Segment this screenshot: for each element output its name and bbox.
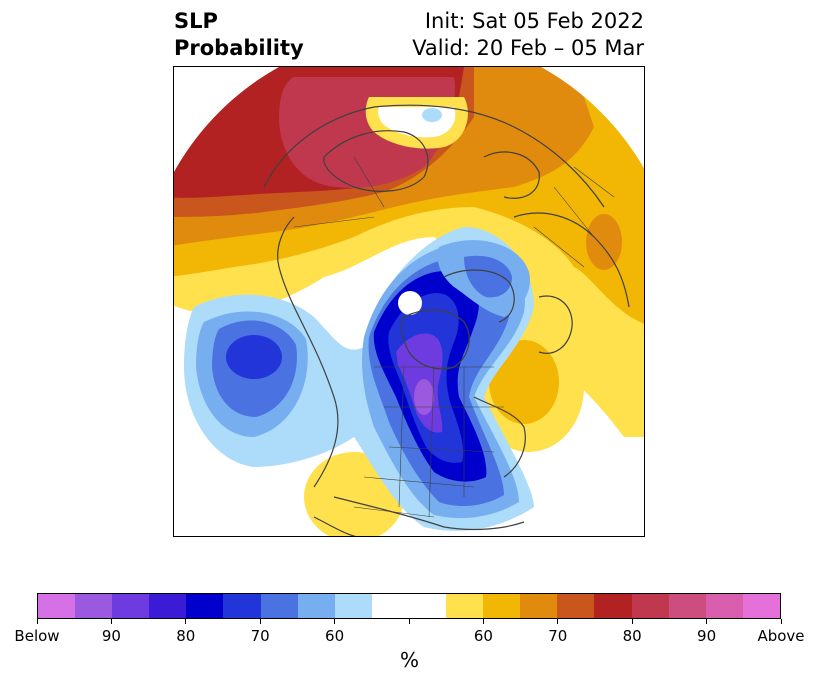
- colorbar-segment: [149, 594, 187, 618]
- colorbar-segment: [483, 594, 521, 618]
- colorbar-tick-label: 60: [325, 627, 345, 645]
- colorbar-tick-mark: [110, 619, 112, 624]
- title-variable: SLP: [174, 9, 218, 33]
- colorbar-tick-mark: [482, 619, 484, 624]
- colorbar-tick-mark: [706, 619, 708, 624]
- map-canvas: [174, 67, 644, 536]
- colorbar-tick-mark: [408, 619, 410, 624]
- probability-map: [173, 66, 645, 537]
- colorbar-tick-mark: [557, 619, 559, 624]
- title-right: Init: Sat 05 Feb 2022 Valid: 20 Feb – 05…: [412, 8, 644, 62]
- colorbar-tick-mark: [259, 619, 261, 624]
- colorbar-tick-label: Below: [14, 627, 60, 645]
- colorbar-tick-mark: [780, 619, 782, 624]
- colorbar-tick-mark: [334, 619, 336, 624]
- pole-hole: [398, 291, 422, 315]
- colorbar-tick-label: 60: [473, 627, 493, 645]
- colorbar-segment: [112, 594, 150, 618]
- colorbar-segment: [223, 594, 261, 618]
- colorbar-segment: [260, 594, 298, 618]
- colorbar-tick-label: 70: [250, 627, 270, 645]
- colorbar-segment: [742, 594, 780, 618]
- init-date: Init: Sat 05 Feb 2022: [424, 9, 644, 33]
- colorbar-segment: [334, 594, 372, 618]
- colorbar-segment: [557, 594, 595, 618]
- colorbar-segment: [371, 594, 409, 618]
- colorbar: [37, 593, 781, 619]
- colorbar-tick-label: 90: [697, 627, 717, 645]
- colorbar-tick-label: 80: [176, 627, 196, 645]
- colorbar-segment: [446, 594, 484, 618]
- colorbar-segment: [75, 594, 113, 618]
- colorbar-segment: [631, 594, 669, 618]
- valid-range: Valid: 20 Feb – 05 Mar: [412, 36, 644, 60]
- title-left: SLP Probability: [174, 8, 304, 62]
- colorbar-segment: [668, 594, 706, 618]
- colorbar-tick-mark: [185, 619, 187, 624]
- colorbar-tick-mark: [36, 619, 38, 624]
- colorbar-unit-label: %: [399, 648, 419, 672]
- colorbar-segment: [594, 594, 632, 618]
- colorbar-segment: [297, 594, 335, 618]
- colorbar-tick-mark: [631, 619, 633, 624]
- colorbar-tick-label: 90: [101, 627, 121, 645]
- colorbar-segment: [38, 594, 76, 618]
- colorbar-segment: [520, 594, 558, 618]
- colorbar-tick-label: 70: [548, 627, 568, 645]
- political-borders: [293, 156, 615, 518]
- colorbar-segment: [186, 594, 224, 618]
- title-product: Probability: [174, 36, 304, 60]
- colorbar-tick-label: Above: [757, 627, 805, 645]
- colorbar-segment: [705, 594, 743, 618]
- colorbar-segment: [408, 594, 447, 618]
- colorbar-tick-label: 80: [622, 627, 642, 645]
- below-80-pacific: [226, 335, 282, 379]
